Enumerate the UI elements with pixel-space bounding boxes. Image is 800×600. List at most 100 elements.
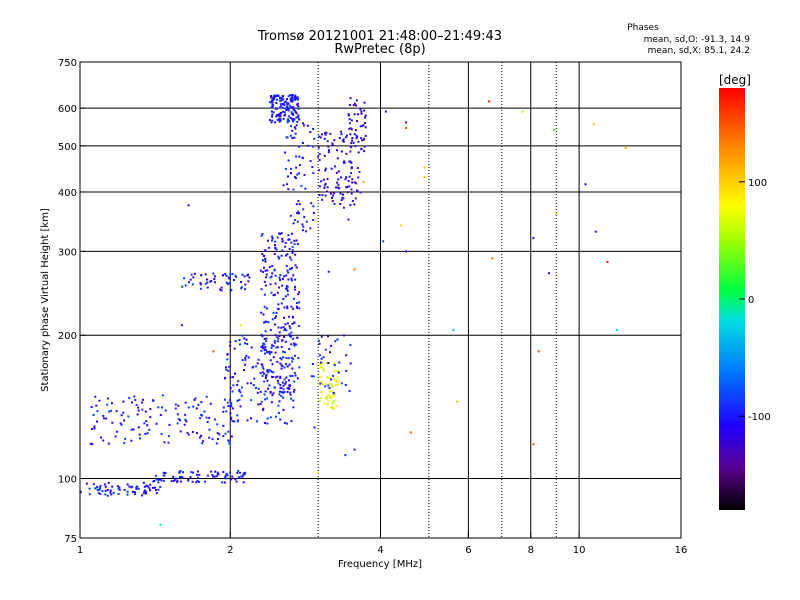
- data-point: [282, 408, 285, 411]
- data-point: [264, 269, 267, 272]
- data-point: [290, 111, 293, 114]
- data-point: [285, 274, 288, 277]
- data-point: [243, 369, 245, 371]
- data-point: [555, 212, 558, 215]
- data-point: [278, 120, 281, 123]
- data-point: [198, 436, 201, 439]
- data-point: [267, 321, 270, 324]
- data-point: [347, 218, 350, 221]
- data-point: [278, 99, 281, 102]
- data-point: [334, 340, 337, 343]
- data-point: [293, 372, 296, 374]
- data-point: [302, 229, 304, 232]
- data-point: [295, 266, 298, 269]
- data-point: [423, 176, 426, 178]
- data-point: [312, 205, 315, 208]
- data-point: [356, 120, 358, 123]
- data-point: [328, 149, 330, 152]
- data-point: [176, 481, 179, 484]
- data-point: [357, 140, 360, 143]
- data-point: [338, 137, 341, 139]
- data-point: [277, 379, 279, 382]
- data-point: [127, 415, 130, 418]
- y-tick-label: 75: [64, 534, 77, 545]
- data-point: [312, 128, 315, 130]
- data-point: [321, 362, 324, 365]
- data-point: [293, 176, 296, 178]
- data-point: [319, 375, 322, 378]
- data-point: [261, 233, 264, 235]
- data-point: [126, 493, 129, 496]
- data-point: [282, 384, 285, 387]
- data-point: [261, 371, 264, 374]
- data-point: [266, 369, 269, 371]
- data-point: [99, 493, 102, 495]
- data-point: [280, 390, 283, 393]
- data-point: [286, 269, 289, 272]
- data-point: [285, 287, 288, 290]
- data-point: [327, 270, 330, 273]
- data-point: [279, 96, 281, 99]
- data-point: [262, 342, 265, 345]
- data-point: [311, 166, 314, 168]
- data-point: [242, 481, 245, 484]
- data-point: [297, 105, 300, 108]
- data-point: [222, 410, 225, 413]
- data-point: [336, 379, 339, 382]
- data-point: [364, 114, 367, 117]
- data-point: [162, 471, 165, 474]
- data-point: [227, 405, 230, 408]
- data-point: [340, 133, 343, 136]
- data-point: [161, 394, 164, 397]
- data-point: [288, 325, 291, 328]
- data-point: [126, 483, 129, 486]
- data-point: [297, 293, 300, 296]
- data-point: [288, 267, 291, 270]
- data-point: [142, 398, 144, 401]
- data-point: [280, 326, 283, 329]
- data-point: [350, 188, 353, 191]
- data-point: [100, 436, 103, 439]
- data-point: [283, 366, 286, 369]
- data-point: [291, 129, 294, 132]
- data-point: [266, 422, 269, 425]
- data-point: [345, 369, 348, 372]
- data-point: [279, 375, 282, 378]
- data-point: [320, 357, 323, 360]
- data-point: [216, 423, 219, 426]
- data-point: [142, 481, 145, 484]
- data-point: [262, 409, 265, 411]
- data-point: [350, 161, 353, 164]
- data-point: [319, 136, 322, 139]
- data-point: [177, 418, 180, 421]
- data-point: [106, 494, 109, 497]
- data-point: [263, 372, 265, 375]
- data-point: [211, 438, 214, 441]
- data-point: [199, 287, 202, 290]
- data-point: [283, 114, 286, 117]
- data-point: [288, 238, 291, 241]
- data-point: [337, 183, 340, 186]
- data-point: [294, 354, 296, 357]
- data-point: [326, 177, 329, 180]
- data-point: [323, 132, 326, 135]
- data-point: [306, 124, 309, 127]
- data-point: [278, 400, 281, 403]
- data-point: [351, 139, 353, 142]
- data-point: [296, 173, 299, 176]
- data-point: [213, 278, 216, 280]
- data-point: [135, 488, 138, 490]
- data-point: [355, 104, 358, 107]
- data-point: [263, 293, 266, 296]
- data-point: [285, 265, 288, 267]
- data-point: [298, 291, 301, 294]
- data-point: [206, 281, 209, 284]
- data-point: [326, 140, 329, 143]
- data-point: [153, 480, 156, 482]
- data-point: [328, 395, 331, 398]
- data-point: [134, 398, 137, 401]
- data-point: [287, 95, 290, 98]
- data-point: [208, 428, 211, 431]
- data-point: [405, 250, 407, 253]
- data-point: [111, 485, 114, 488]
